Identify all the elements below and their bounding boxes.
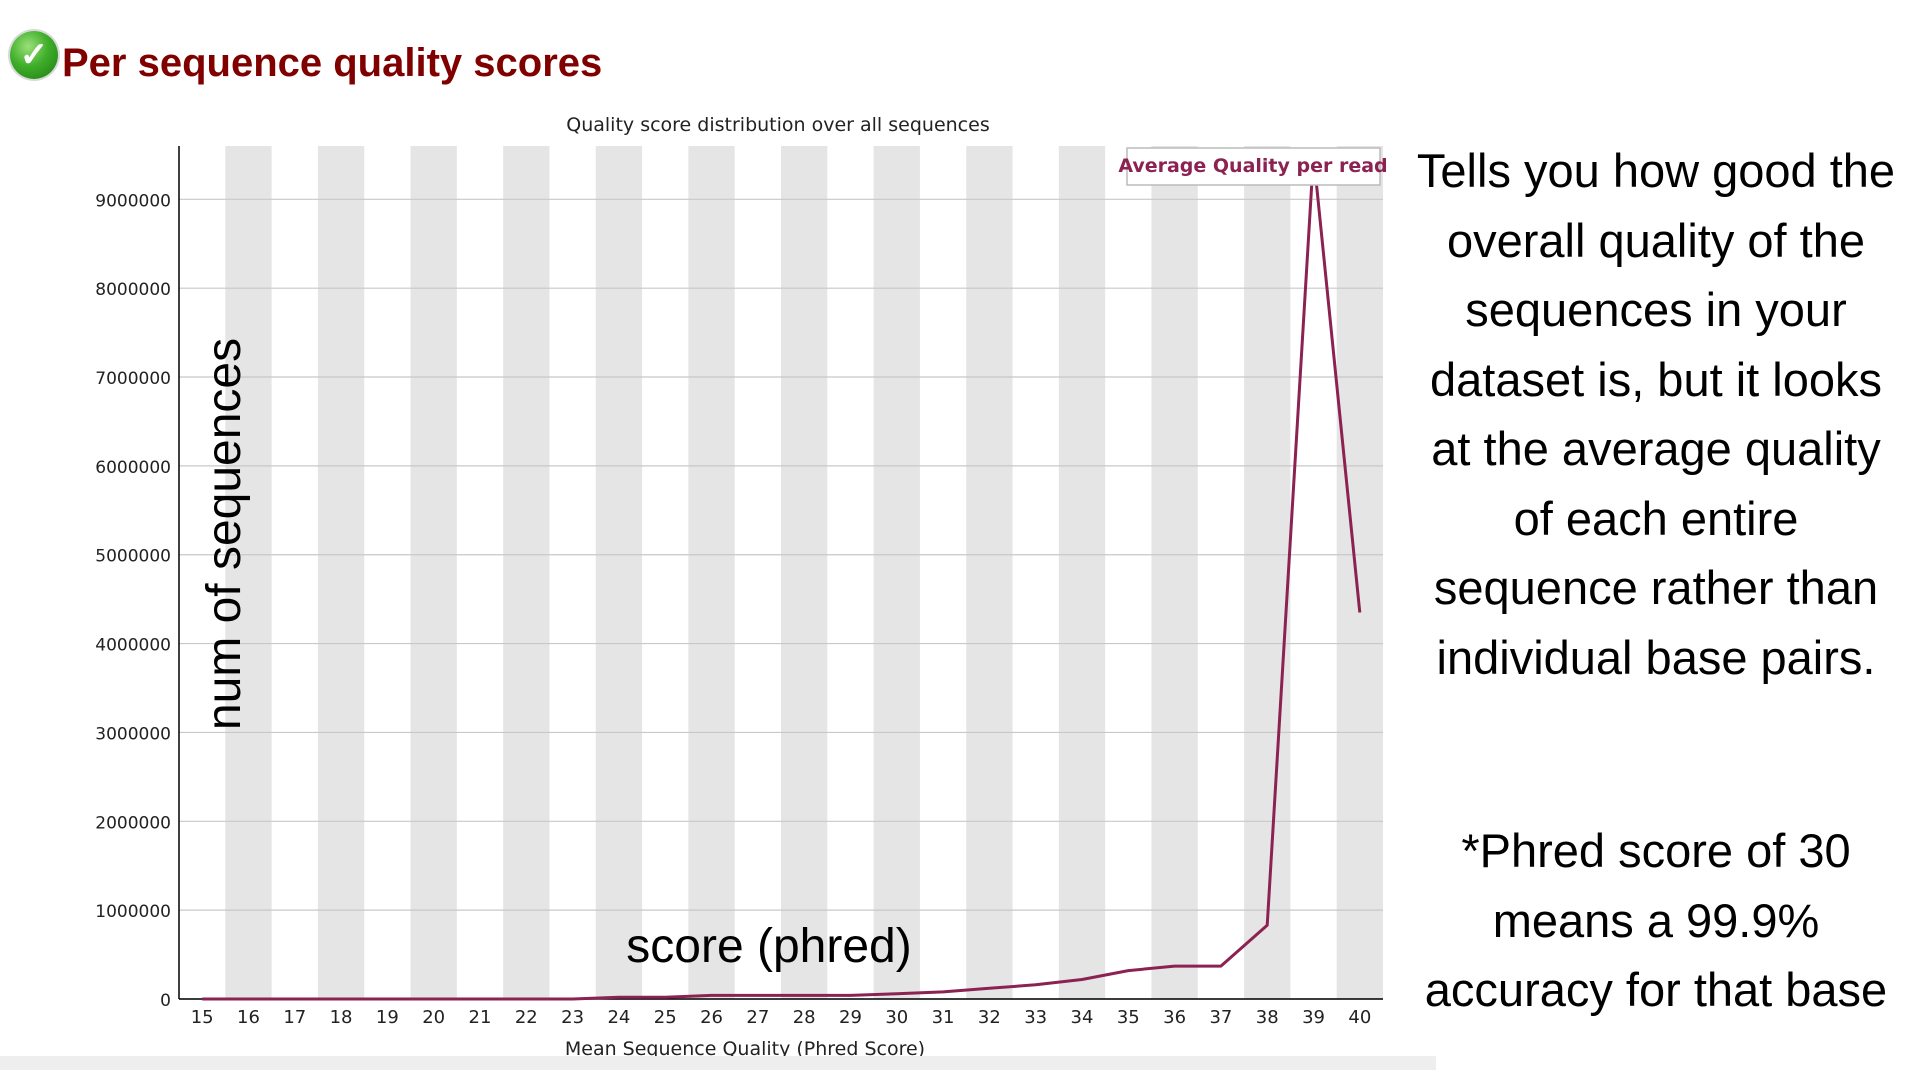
x-tick-label: 17 xyxy=(283,1007,306,1028)
phred-footnote: *Phred score of 30 means a 99.9% accurac… xyxy=(1424,824,1888,1016)
x-tick-label: 27 xyxy=(746,1007,769,1028)
x-tick-label: 31 xyxy=(932,1007,955,1028)
chart-band xyxy=(966,146,1013,999)
x-tick-label: 29 xyxy=(839,1007,862,1028)
series-line xyxy=(202,153,1362,1001)
chart-band xyxy=(1058,146,1106,999)
y-tick-label: 0 xyxy=(160,991,171,1011)
explanation-text: Tells you how good the overall quality o… xyxy=(1416,144,1896,684)
x-tick-label: 19 xyxy=(376,1007,399,1028)
x-tick-label: 40 xyxy=(1348,1007,1371,1028)
x-tick-label: 35 xyxy=(1117,1007,1140,1028)
x-tick-label: 37 xyxy=(1209,1007,1232,1028)
y-tick-label: 9000000 xyxy=(95,191,171,211)
bottom-scrollbar-strip xyxy=(0,1056,1436,1070)
x-tick-label: 32 xyxy=(978,1007,1001,1028)
chart-band xyxy=(410,146,457,999)
chart-band xyxy=(688,146,735,999)
x-tick-label: 22 xyxy=(515,1007,538,1028)
x-tick-label: 28 xyxy=(793,1007,816,1028)
x-tick-label: 39 xyxy=(1302,1007,1325,1028)
y-tick-label: 7000000 xyxy=(95,369,171,389)
x-tick-label: 36 xyxy=(1163,1007,1186,1028)
chart-series xyxy=(202,153,1362,1001)
y-tick-label: 8000000 xyxy=(95,280,171,300)
chart-band xyxy=(1244,146,1291,999)
x-axis-annotation: score (phred) xyxy=(626,920,911,973)
chart-gridlines xyxy=(179,198,1383,1000)
x-tick-label: 25 xyxy=(654,1007,677,1028)
chart-band xyxy=(1336,146,1383,999)
x-tick-label: 20 xyxy=(422,1007,445,1028)
explanation-panel: Tells you how good the overall quality o… xyxy=(1392,136,1920,1016)
chart-band xyxy=(595,146,643,999)
x-tick-label: 18 xyxy=(330,1007,353,1028)
module-heading: ✓ Per sequence quality scores xyxy=(10,22,602,92)
x-tick-label: 26 xyxy=(700,1007,723,1028)
x-tick-label: 33 xyxy=(1024,1007,1047,1028)
chart-band xyxy=(503,146,550,999)
legend-series-label: Average Quality per read xyxy=(1118,155,1387,177)
y-tick-label: 2000000 xyxy=(95,813,171,833)
chart-band xyxy=(317,146,365,999)
module-title: Per sequence quality scores xyxy=(62,40,603,85)
check-circle-icon: ✓ xyxy=(10,31,58,79)
chart-tick-labels: 0 1000000 2000000 3000000 4000000 5000000 6000… xyxy=(95,191,1371,1028)
chart-title: Quality score distribution over all sequ… xyxy=(566,114,989,136)
y-tick-label: 5000000 xyxy=(95,547,171,567)
x-tick-label: 30 xyxy=(885,1007,908,1028)
x-tick-label: 23 xyxy=(561,1007,584,1028)
x-tick-label: 38 xyxy=(1256,1007,1279,1028)
chart-band xyxy=(873,146,920,999)
chart-band xyxy=(781,146,828,999)
x-tick-label: 21 xyxy=(469,1007,492,1028)
y-tick-label: 1000000 xyxy=(95,902,171,922)
legend-box xyxy=(1126,147,1381,186)
x-axis-label: Mean Sequence Quality (Phred Score) xyxy=(565,1038,925,1060)
y-tick-label: 6000000 xyxy=(95,458,171,478)
x-tick-label: 15 xyxy=(191,1007,214,1028)
y-tick-label: 4000000 xyxy=(95,636,171,656)
chart-legend: Average Quality per read xyxy=(1118,147,1388,186)
y-tick-label: 3000000 xyxy=(95,724,171,744)
chart-band xyxy=(1151,146,1198,999)
y-axis-annotation: num of sequences xyxy=(198,338,251,730)
x-tick-label: 34 xyxy=(1071,1007,1094,1028)
x-tick-label: 24 xyxy=(607,1007,630,1028)
chart-bands xyxy=(225,146,1383,999)
x-tick-label: 16 xyxy=(237,1007,260,1028)
